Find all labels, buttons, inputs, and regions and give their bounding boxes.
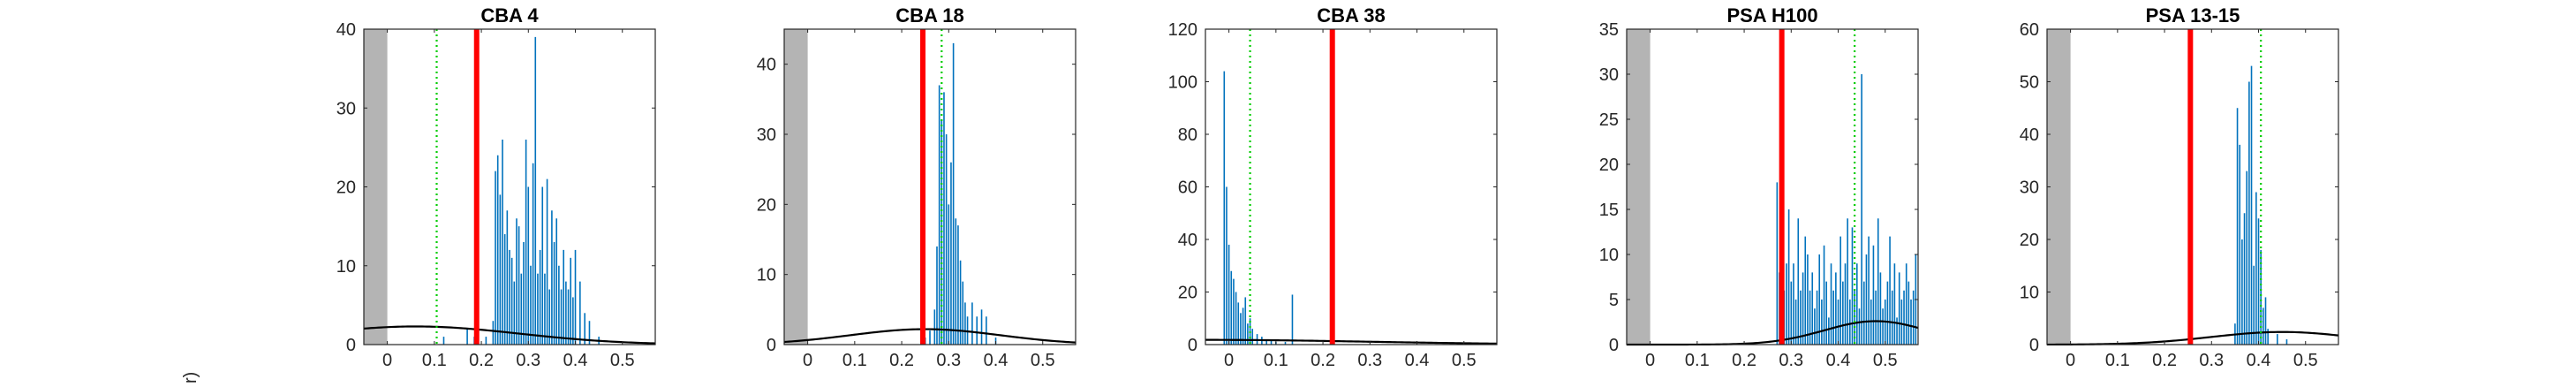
- x-tick-label: 0.2: [1732, 351, 1756, 370]
- y-tick-label: 120: [1168, 20, 1197, 40]
- y-tick-label: 0: [1188, 336, 1197, 355]
- y-tick-label: 100: [1168, 73, 1197, 93]
- axes-frame: [1626, 28, 1919, 345]
- x-tick-label: 0.5: [1031, 351, 1055, 370]
- y-tick-label: 20: [1178, 284, 1197, 303]
- y-tick-label: 40: [757, 56, 776, 75]
- x-tick-label: 0.2: [469, 351, 494, 370]
- y-tick-label: 40: [1178, 231, 1197, 250]
- y-tick-label: 30: [1599, 65, 1619, 85]
- x-tick-label: 0.3: [1779, 351, 1803, 370]
- y-tick-label: 20: [757, 195, 776, 215]
- y-tick-label: 30: [2020, 178, 2039, 198]
- y-tick-label: 10: [2020, 284, 2039, 303]
- x-tick-label: 0.1: [422, 351, 447, 370]
- y-tick-label: 20: [1599, 156, 1619, 175]
- y-tick-label: 10: [757, 266, 776, 285]
- x-tick-label: 0.3: [1357, 351, 1382, 370]
- chart-title: CBA 18: [895, 4, 963, 27]
- y-axis-label-fragment: r): [181, 372, 200, 383]
- x-tick-label: 0.4: [1405, 351, 1430, 370]
- x-tick-label: 0.1: [842, 351, 867, 370]
- x-tick-label: 0.5: [1452, 351, 1477, 370]
- y-tick-label: 40: [2020, 125, 2039, 145]
- x-tick-label: 0: [2066, 351, 2075, 370]
- x-tick-label: 0.1: [1264, 351, 1288, 370]
- y-tick-label: 30: [336, 99, 356, 118]
- y-tick-label: 5: [1609, 291, 1619, 310]
- y-tick-label: 0: [346, 336, 356, 355]
- x-tick-label: 0.3: [936, 351, 961, 370]
- x-tick-label: 0.2: [1311, 351, 1335, 370]
- plot-area: [1627, 29, 1918, 345]
- chart-panel-5: 0 0.1 0.2 0.3 0.4 0.5 0 10 20 30 40 50 60 PSA 13-15: [2020, 4, 2339, 370]
- excluded-region: [1627, 29, 1651, 345]
- chart-title: CBA 38: [1317, 4, 1385, 27]
- distribution-curve: [363, 325, 656, 345]
- y-tick-label: 0: [2029, 336, 2039, 355]
- x-tick-label: 0.1: [2105, 351, 2130, 370]
- y-tick-label: 50: [2020, 73, 2039, 93]
- x-tick-label: 0.5: [610, 351, 635, 370]
- y-tick-label: 80: [1178, 125, 1197, 145]
- x-tick-label: 0.3: [2199, 351, 2224, 370]
- x-tick-label: 0.3: [516, 351, 540, 370]
- x-tick-label: 0.5: [2293, 351, 2318, 370]
- y-tick-label: 25: [1599, 110, 1619, 130]
- x-tick-label: 0.4: [2247, 351, 2271, 370]
- chart-panel-3: 0 0.1 0.2 0.3 0.4 0.5 0 20 40 60 80 100 120 CBA 38: [1168, 4, 1498, 370]
- plot-area: [1205, 29, 1497, 345]
- plot-area: [784, 29, 1076, 345]
- chart-panel-1: 0 0.1 0.2 0.3 0.4 0.5 0 10 20 30 40 CBA 4: [336, 4, 656, 370]
- excluded-region: [784, 29, 808, 345]
- distribution-curve: [783, 328, 1076, 344]
- y-tick-label: 35: [1599, 20, 1619, 40]
- chart-title: PSA H100: [1726, 4, 1817, 27]
- x-tick-label: 0.1: [1685, 351, 1710, 370]
- excluded-region: [2047, 29, 2071, 345]
- x-tick-label: 0: [1224, 351, 1234, 370]
- y-tick-label: 15: [1599, 201, 1619, 220]
- x-tick-label: 0.4: [1826, 351, 1851, 370]
- y-tick-label: 0: [1609, 336, 1619, 355]
- y-tick-label: 40: [336, 20, 356, 40]
- x-tick-label: 0.5: [1873, 351, 1898, 370]
- y-tick-label: 60: [1178, 178, 1197, 198]
- x-tick-label: 0: [803, 351, 812, 370]
- chart-panel-4: 0 0.1 0.2 0.3 0.4 0.5 0 5 10 15 20 25 30 35 PSA H100: [1599, 4, 1919, 370]
- y-tick-label: 10: [336, 257, 356, 277]
- x-tick-label: 0.2: [2152, 351, 2177, 370]
- x-tick-label: 0: [382, 351, 392, 370]
- y-tick-label: 20: [336, 178, 356, 198]
- y-tick-label: 10: [1599, 246, 1619, 265]
- distribution-curve: [1205, 338, 1498, 345]
- y-tick-label: 60: [2020, 20, 2039, 40]
- y-tick-label: 20: [2020, 231, 2039, 250]
- x-tick-label: 0: [1645, 351, 1655, 370]
- x-tick-label: 0.4: [563, 351, 588, 370]
- chart-title: CBA 4: [480, 4, 539, 27]
- excluded-region: [364, 29, 388, 345]
- y-tick-label: 30: [757, 125, 776, 145]
- x-tick-label: 0.2: [889, 351, 914, 370]
- chart-title: PSA 13-15: [2146, 4, 2240, 27]
- x-tick-label: 0.4: [984, 351, 1008, 370]
- axes-frame: [783, 28, 1076, 345]
- chart-panel-2: 0 0.1 0.2 0.3 0.4 0.5 0 10 20 30 40 CBA 18: [757, 4, 1076, 370]
- y-tick-label: 0: [767, 336, 776, 355]
